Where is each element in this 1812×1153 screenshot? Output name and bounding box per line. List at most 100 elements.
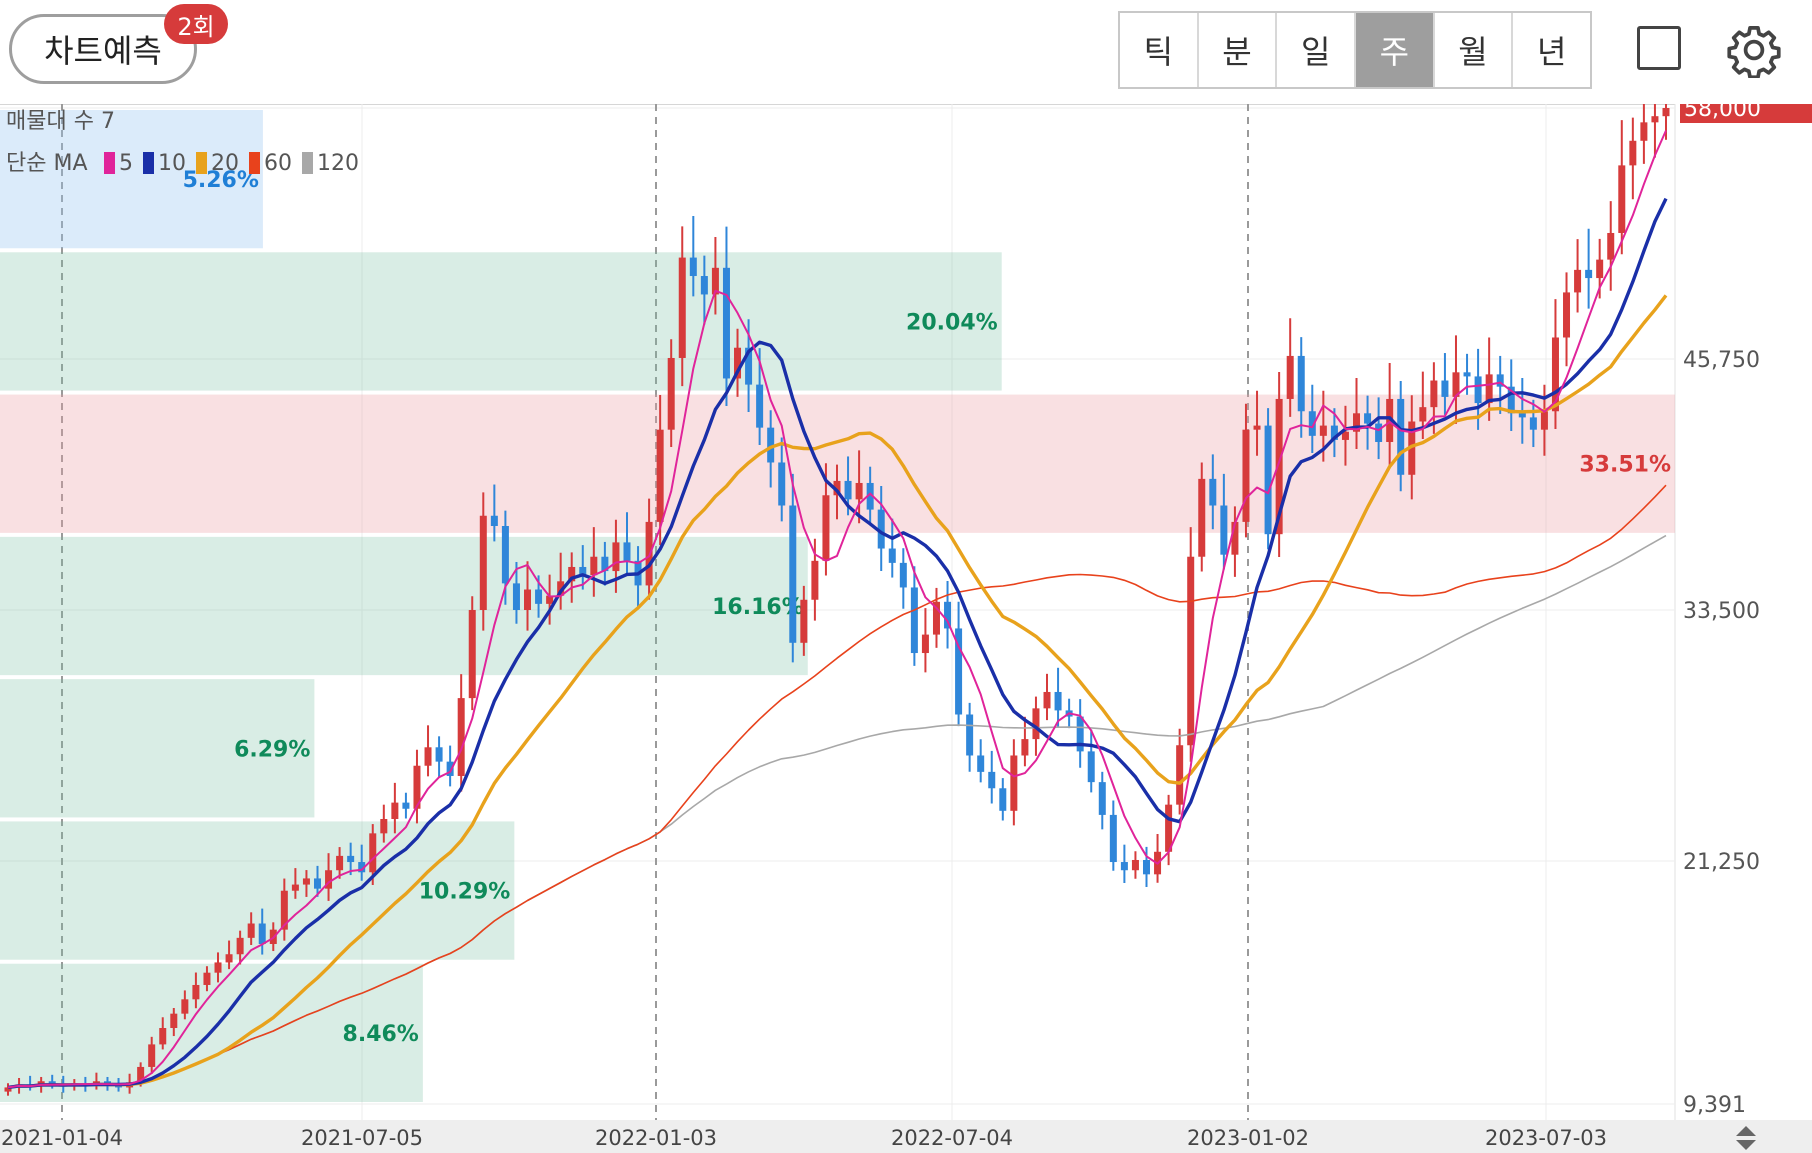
volume-profile-label: 10.29% (419, 880, 511, 905)
candle-body (1220, 505, 1228, 555)
tab-year[interactable]: 년 (1536, 33, 1567, 71)
volume-profile-bar (0, 679, 315, 818)
candle-body (1596, 259, 1604, 279)
candle-body (1618, 165, 1626, 233)
candle-body (590, 556, 598, 576)
candle-body (1010, 755, 1018, 811)
candle-body (745, 347, 753, 385)
predict-count-badge: 2회 (164, 4, 228, 44)
candle-body (358, 862, 366, 873)
candle-body (1419, 407, 1427, 422)
candle-body (811, 560, 819, 600)
candle-body (1176, 745, 1184, 805)
candle-body (1076, 716, 1084, 752)
candle-body (501, 525, 509, 584)
candle-body (479, 515, 487, 611)
candle-body (336, 855, 344, 871)
candle-body (1275, 398, 1283, 535)
x-tick-label: 2021-07-05 (301, 1126, 423, 1150)
last-price-tag (1680, 104, 1812, 123)
candle-body (1021, 739, 1029, 756)
ma-10-line (7, 197, 1668, 1090)
y-tick-label: 21,250 (1683, 850, 1760, 875)
candle-body (1032, 708, 1040, 740)
candle-body (1496, 374, 1504, 387)
candle-body (203, 972, 211, 985)
candle-body (435, 747, 443, 762)
scroll-handle-icon[interactable] (1732, 1124, 1760, 1152)
candle-body (988, 771, 996, 789)
y-tick-label: 9,391 (1683, 1093, 1746, 1118)
candle-body (181, 999, 189, 1014)
candle-body (1529, 417, 1537, 430)
ma-legend-title: 단순 MA (6, 151, 88, 176)
candle-body (977, 755, 985, 772)
candle-body (1551, 337, 1559, 412)
candle-body (1308, 411, 1316, 436)
ma-legend-swatch (196, 152, 207, 174)
candle-body (1474, 376, 1482, 404)
candle-body (325, 870, 333, 889)
tab-day[interactable]: 일 (1277, 13, 1357, 87)
tab-minute[interactable]: 분 (1199, 13, 1278, 87)
candle-body (1131, 859, 1139, 871)
candle-body (944, 601, 952, 629)
candle-body (1574, 269, 1582, 293)
candle-body (1563, 292, 1571, 338)
y-tick-label: 45,750 (1683, 348, 1760, 373)
candle-body (1463, 372, 1471, 377)
candle-body (490, 515, 498, 526)
square-icon[interactable] (1637, 26, 1681, 70)
candle-body (1187, 556, 1195, 746)
candle-body (1507, 386, 1515, 414)
candle-body (1485, 374, 1493, 404)
candle-body (667, 357, 675, 430)
ma-legend-period: 120 (317, 151, 359, 176)
candle-body (1319, 425, 1327, 436)
candle-body (546, 595, 554, 604)
candle-body (1386, 398, 1394, 442)
candle-body (623, 542, 631, 561)
x-tick-label: 2022-07-04 (891, 1126, 1013, 1150)
candle-body (767, 427, 775, 463)
candle-body (291, 884, 299, 891)
candle-body (402, 802, 410, 809)
volume-profile-bar (0, 110, 263, 249)
price-chart[interactable]: 5.26% 20.04% 33.51% 16.16% 6.29% 10.29% 8.46% 매… (0, 104, 1812, 1153)
candle-body (1651, 116, 1659, 123)
candle-body (1607, 232, 1615, 260)
x-axis-bar (0, 1120, 1812, 1153)
candle-body (48, 1081, 56, 1085)
ma-legend-period: 20 (211, 151, 239, 176)
candle-body (579, 566, 587, 576)
candle-body (1209, 478, 1217, 506)
chart-toolbar: 차트예측 2회 틱 분 일 주 월 년 (0, 0, 1812, 104)
candle-body (1054, 691, 1062, 711)
ma-legend-period: 10 (158, 151, 186, 176)
gear-icon[interactable] (1726, 22, 1782, 78)
candle-body (966, 714, 974, 756)
candle-body (347, 855, 355, 863)
candle-body (1297, 355, 1305, 412)
tab-week[interactable]: 주 (1356, 13, 1435, 87)
candle-body (1286, 355, 1294, 399)
candle-body (557, 581, 565, 596)
tab-tick[interactable]: 틱 (1120, 13, 1199, 87)
candle-body (468, 610, 476, 699)
candle-body (1397, 398, 1405, 475)
candle-body (280, 890, 288, 930)
tab-month[interactable]: 월 (1435, 13, 1514, 87)
y-tick-label: 33,500 (1683, 599, 1760, 624)
candle-body (656, 429, 664, 522)
candle-body (789, 505, 797, 643)
candle-body (722, 267, 730, 379)
candle-body (170, 1013, 178, 1029)
ma-legend-period: 5 (119, 151, 133, 176)
candle-body (258, 923, 266, 944)
last-price-label: 58,000 (1684, 104, 1761, 122)
volume-profile-bar (0, 536, 808, 676)
candle-body (369, 833, 377, 873)
ma-60-line (7, 484, 1667, 1089)
candle-body (413, 765, 421, 809)
candle-body (778, 462, 786, 506)
